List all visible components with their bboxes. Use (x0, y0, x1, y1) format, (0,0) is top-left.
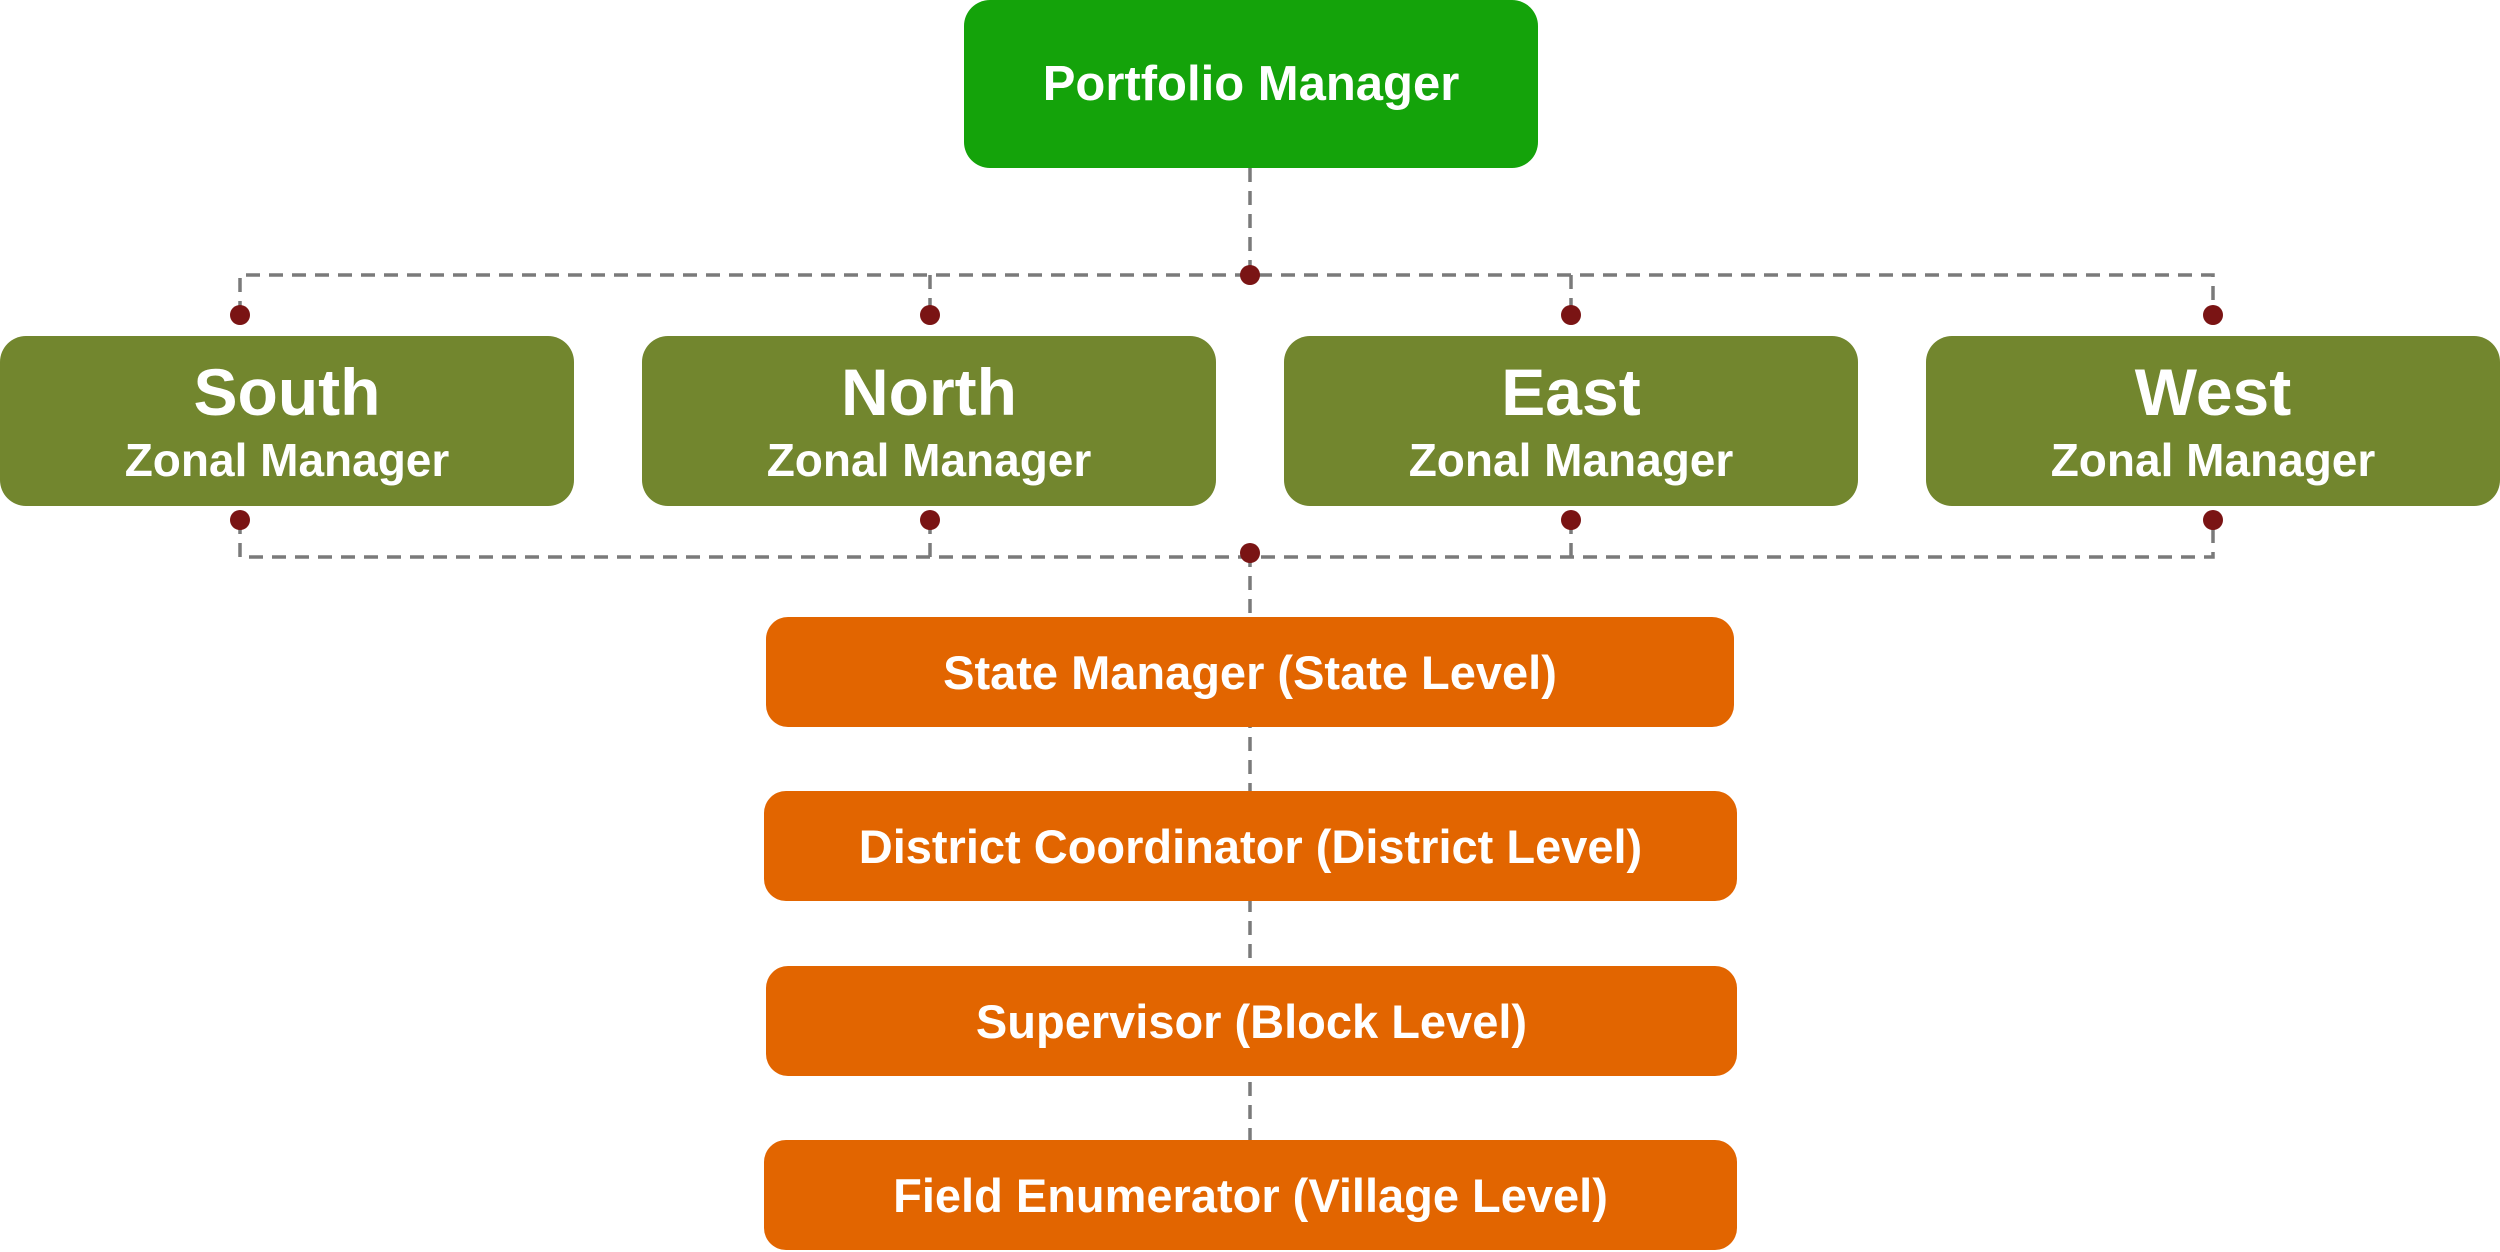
field-enumerator-node: Field Enumerator (Village Level) (764, 1140, 1737, 1250)
zone-name: West (2134, 355, 2292, 430)
district-coordinator-node: District Coordinator (District Level) (764, 791, 1737, 901)
supervisor-node: Supervisor (Block Level) (766, 966, 1737, 1076)
zone-top-bus (238, 273, 2215, 315)
connector-dot (1240, 265, 1260, 285)
zone-node-east: East Zonal Manager (1284, 336, 1858, 506)
zone-role: Zonal Manager (766, 433, 1092, 486)
zone-name: North (841, 355, 1017, 430)
zone-node-south: South Zonal Manager (0, 336, 574, 506)
connector-dot (1561, 510, 1581, 530)
connector-dot (230, 510, 250, 530)
portfolio-manager-node: Portfolio Manager (964, 0, 1538, 168)
zone-role: Zonal Manager (1408, 433, 1734, 486)
zone-role: Zonal Manager (124, 433, 450, 486)
connector-dot (230, 305, 250, 325)
connector-dot (2203, 305, 2223, 325)
zone-name: East (1501, 355, 1641, 430)
zone-node-north: North Zonal Manager (642, 336, 1216, 506)
state-manager-node: State Manager (State Level) (766, 617, 1734, 727)
connector-dot (1561, 305, 1581, 325)
connector-dot (920, 510, 940, 530)
connector-dot (920, 305, 940, 325)
zone-node-west: West Zonal Manager (1926, 336, 2500, 506)
connector-dot (1240, 543, 1260, 563)
zone-role: Zonal Manager (2050, 433, 2376, 486)
zone-bottom-bus (238, 520, 2215, 559)
connector-dot (2203, 510, 2223, 530)
zone-name: South (193, 355, 381, 430)
